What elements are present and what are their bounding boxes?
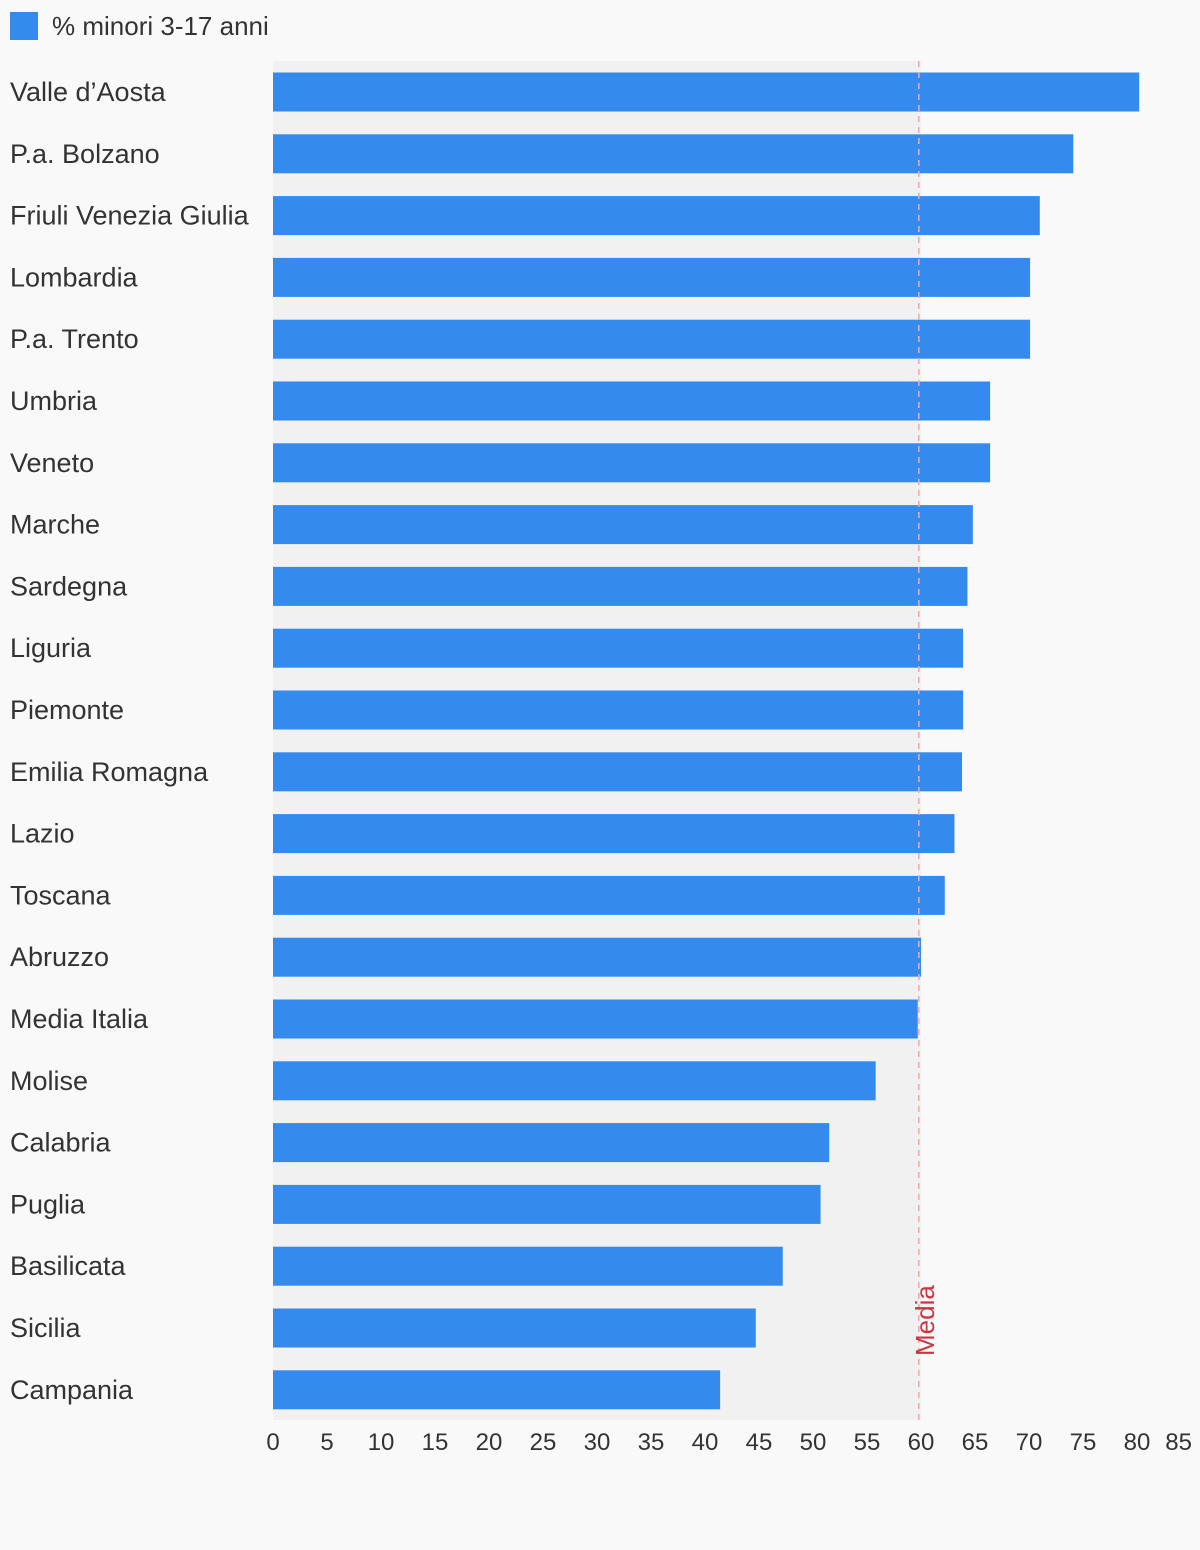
x-tick-label: 45: [746, 1429, 773, 1456]
bar: [273, 443, 991, 483]
category-label: Liguria: [10, 633, 92, 663]
x-tick-label: 0: [266, 1429, 279, 1456]
bar: [273, 1184, 821, 1224]
x-tick-label: 35: [638, 1429, 665, 1456]
bar: [273, 875, 945, 915]
category-label: Sardegna: [10, 571, 128, 601]
category-label: Valle d’Aosta: [10, 77, 167, 107]
category-label: Lazio: [10, 819, 75, 849]
x-tick-label: 20: [476, 1429, 503, 1456]
bar: [273, 999, 918, 1039]
category-label: Friuli Venezia Giulia: [10, 201, 250, 231]
bar: [273, 814, 955, 854]
bar: [273, 319, 1031, 359]
bar: [273, 752, 963, 792]
x-tick-label: 10: [368, 1429, 395, 1456]
bar: [273, 1370, 721, 1410]
bar: [273, 628, 964, 668]
category-labels: Valle d’Aosta P.a. Bolzano Friuli Venezia …: [10, 77, 250, 1405]
x-tick-label: 15: [422, 1429, 449, 1456]
category-label: Puglia: [10, 1189, 86, 1219]
x-tick-label: 60: [908, 1429, 935, 1456]
category-label: Piemonte: [10, 695, 124, 725]
category-label: Molise: [10, 1066, 88, 1096]
bar: [273, 1308, 756, 1348]
category-label: P.a. Trento: [10, 324, 139, 354]
chart-legend: % minori 3-17 anni: [10, 10, 269, 42]
x-tick-label: 30: [584, 1429, 611, 1456]
category-label: Lombardia: [10, 262, 139, 292]
category-label: Campania: [10, 1375, 134, 1405]
reference-line-label: Media: [910, 1285, 940, 1356]
bar: [273, 1246, 783, 1286]
x-tick-label: 5: [320, 1429, 333, 1456]
x-tick-label: 70: [1016, 1429, 1043, 1456]
x-tick-label: 50: [800, 1429, 827, 1456]
category-label: Veneto: [10, 448, 94, 478]
bar: [273, 1061, 876, 1101]
bar: [273, 505, 973, 545]
x-tick-label: 85: [1165, 1429, 1192, 1456]
bars-group: [273, 72, 1140, 1410]
category-label: Sicilia: [10, 1313, 82, 1343]
bar: [273, 196, 1040, 236]
x-tick-label: 65: [962, 1429, 989, 1456]
category-label: Umbria: [10, 386, 98, 416]
bar: [273, 1123, 830, 1163]
bar: [273, 72, 1140, 112]
bar: [273, 690, 964, 730]
x-tick-label: 25: [530, 1429, 557, 1456]
bar: [273, 134, 1074, 174]
bar: [273, 566, 968, 606]
x-tick-label: 55: [854, 1429, 881, 1456]
category-label: Basilicata: [10, 1251, 127, 1281]
category-label: Emilia Romagna: [10, 757, 209, 787]
category-label: Marche: [10, 510, 100, 540]
category-label: P.a. Bolzano: [10, 139, 160, 169]
category-label: Calabria: [10, 1128, 112, 1158]
bar: [273, 937, 921, 977]
bar: [273, 257, 1031, 297]
x-tick-label: 80: [1124, 1429, 1151, 1456]
bar: [273, 381, 991, 421]
x-axis-ticks: 0 5 10 15 20 25 30 35 40 45 50 55 60 65 70 75 80 85: [266, 1429, 1192, 1456]
category-label: Toscana: [10, 880, 112, 910]
x-tick-label: 40: [692, 1429, 719, 1456]
x-tick-label: 75: [1070, 1429, 1097, 1456]
legend-swatch: [10, 12, 38, 40]
legend-label: % minori 3-17 anni: [52, 10, 269, 41]
category-label: Media Italia: [10, 1004, 149, 1034]
category-label: Abruzzo: [10, 942, 109, 972]
